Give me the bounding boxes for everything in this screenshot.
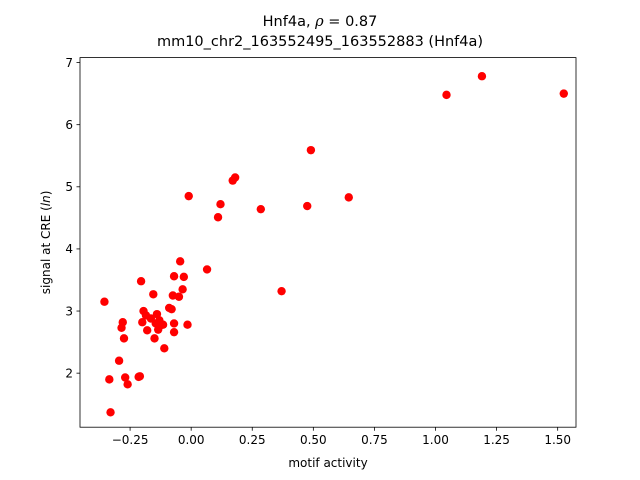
chart-title-prefix: Hnf4a,: [262, 14, 316, 30]
data-point: [123, 380, 132, 389]
data-point: [306, 145, 316, 155]
data-point: [174, 292, 184, 301]
data-point: [119, 334, 129, 343]
data-point: [167, 304, 176, 314]
plot-frame: [79, 57, 577, 428]
data-point: [169, 327, 179, 337]
y-tick-label: 5: [65, 180, 73, 194]
data-point: [213, 213, 223, 222]
data-point: [169, 319, 179, 328]
data-point: [175, 257, 185, 266]
chart-title-symbol: ρ: [315, 14, 324, 30]
x-tick-label: 0.75: [361, 433, 388, 447]
data-point: [142, 326, 152, 335]
data-point: [158, 320, 168, 329]
data-point: [559, 89, 568, 98]
data-point: [169, 272, 179, 281]
data-point: [477, 72, 487, 81]
data-point: [114, 356, 124, 365]
data-point: [303, 201, 312, 211]
y-axis-label-prefix: signal at CRE (: [39, 206, 53, 294]
x-tick-label: 0.50: [300, 433, 327, 447]
chart-title-suffix: = 0.87: [323, 14, 378, 30]
data-point: [118, 318, 127, 327]
y-tick-label: 4: [65, 242, 73, 256]
data-point: [105, 375, 114, 384]
y-tick-label: 2: [65, 366, 73, 380]
points-layer: [100, 72, 568, 417]
data-point: [150, 334, 159, 343]
data-point: [135, 372, 145, 381]
y-axis-label: signal at CRE (ln): [39, 191, 53, 295]
data-point: [442, 90, 451, 100]
data-point: [179, 272, 189, 282]
data-point: [121, 373, 130, 382]
data-point: [277, 286, 286, 296]
y-axis-label-suffix: ): [39, 191, 53, 196]
data-point: [344, 193, 353, 202]
x-axis-label: motif activity: [288, 456, 367, 470]
y-axis-ticks: 2 3 4 5 6 7: [65, 56, 80, 380]
data-point: [106, 408, 115, 417]
x-tick-label: 1.00: [422, 433, 449, 447]
data-point: [100, 297, 109, 306]
chart-title: Hnf4a, ρ = 0.87: [0, 14, 640, 30]
x-tick-label: 1.50: [544, 433, 571, 447]
y-tick-label: 6: [65, 118, 73, 132]
data-point: [138, 318, 147, 327]
x-tick-label: 0.00: [178, 433, 205, 447]
y-tick-label: 3: [65, 304, 73, 318]
data-point: [183, 320, 192, 329]
x-tick-label: 0.25: [239, 433, 266, 447]
x-tick-label: 1.25: [483, 433, 510, 447]
data-point: [136, 277, 146, 286]
chart-subtitle: mm10_chr2_163552495_163552883 (Hnf4a): [156, 34, 484, 50]
data-point: [149, 290, 158, 299]
data-point: [160, 344, 169, 353]
y-tick-label: 7: [65, 56, 73, 70]
x-tick-label: −0.25: [112, 433, 149, 447]
data-point: [256, 204, 266, 214]
data-point: [184, 191, 193, 201]
data-point: [178, 285, 187, 294]
x-axis-ticks: −0.25 0.00 0.25 0.50 0.75 1.00 1.25 1.50: [112, 427, 571, 447]
data-point: [202, 265, 212, 274]
y-axis-label-italic: ln: [39, 195, 53, 206]
data-point: [216, 199, 225, 209]
data-point: [230, 173, 240, 182]
